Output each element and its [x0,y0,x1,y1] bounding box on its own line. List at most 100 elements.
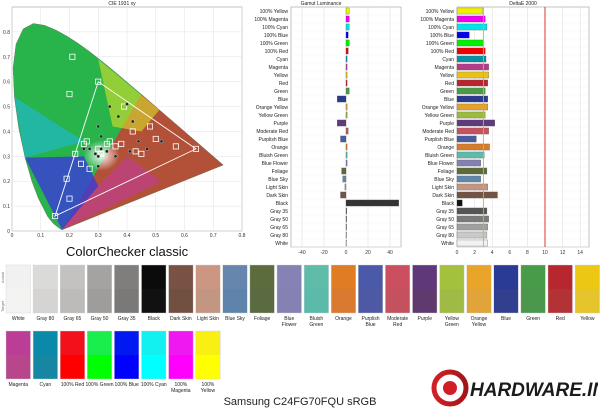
luminance-bar [340,191,347,199]
swatch-target-color [304,289,329,313]
luminance-bar [345,23,350,31]
color-swatch: 100% Yellow [195,330,221,394]
luminance-bar [340,135,347,143]
color-swatch: Dark Skin [168,264,194,322]
color-swatch: Gray 50 [87,264,113,322]
color-swatch: Yellow [574,264,600,322]
deltae-category-label: Orange Yellow [422,105,455,111]
swatch-actual-color [33,331,58,355]
cie-title: CIE 1931 xy [108,1,136,7]
cie-target-marker [66,91,73,98]
swatch-target-color [575,289,600,313]
luminance-category-label: Light Skin [266,185,288,191]
cie-measured-point [87,147,92,151]
swatch-border [5,330,31,380]
luminance-category-label: Yellow [274,73,289,79]
swatch-actual-color [114,265,139,289]
swatch-label: Red [556,316,565,322]
swatch-target-color [548,289,573,313]
color-swatch: Blue Flower [276,264,302,328]
cie-target-marker [118,140,125,147]
color-swatch: Orange [331,264,356,322]
luminance-bar [341,167,347,175]
cie-y-tick-label: 0.7 [3,55,10,61]
luminance-category-label: Black [276,201,289,207]
cie-x-tick-label: 0 [11,233,14,239]
deltae-bar [456,135,477,143]
cie-target-marker [129,128,136,135]
actual-label: Actual [0,272,5,283]
deltae-category-label: Red [445,81,454,87]
swatch-label: 100% Green [86,382,114,388]
swatch-actual-color [331,265,356,289]
luminance-x-axis: -40 -20 0 20 40 [298,250,393,256]
deltae-category-label: Orange [437,145,454,151]
luminance-category-label: Blue [278,97,288,103]
swatch-label: Purplish Blue [362,316,380,328]
swatch-actual-color [222,265,248,289]
swatch-border [520,264,546,314]
swatch-target-color [249,289,275,313]
swatch-target-color [168,355,194,379]
deltae-bar [456,15,486,23]
deltae-category-label: Blue [444,97,454,103]
cie-x-tick-label: 0.4 [124,233,131,239]
swatch-target-color [141,289,166,313]
cie-measured-point [130,119,135,124]
swatch-row-2: Magenta Cyan 100% Red 100% Green 100% Blue 10… [5,330,221,394]
swatch-label: Blue [501,316,511,322]
cie-y-tick-label: 0.8 [3,30,10,36]
cie-measured-point [96,164,101,169]
deltae-bar [456,55,487,63]
deltae-bar [456,47,486,55]
deltae-bar [456,95,488,103]
luminance-category-label: Purplish Blue [259,137,289,143]
swatch-border [276,264,302,314]
swatch-actual-color [60,265,85,289]
luminance-bar [345,103,348,111]
swatch-target-color [195,355,221,379]
cie-measured-markers [82,102,164,169]
luminance-bar [345,207,347,215]
cie-target-marker [80,140,87,147]
swatch-border [87,330,113,380]
luminance-bar [345,127,349,135]
cie-target-marker [146,123,153,130]
color-swatch: Magenta [5,330,31,388]
cie-x-tick-label: 0.1 [37,233,44,239]
deltae-bar [456,183,488,191]
swatch-actual-color [358,265,383,289]
cie-x-tick-label: 0.6 [181,233,188,239]
swatch-target-color [6,289,31,313]
deltae-x-tick-label: 8 [526,250,529,256]
cie-measured-point [108,104,112,109]
swatch-border [195,264,221,314]
luminance-category-label: Red [279,81,288,87]
cie-x-axis: 0 0.1 0.2 0.3 0.4 0.5 0.6 0.7 0.8 [11,233,246,239]
swatch-target-color [331,289,356,313]
color-swatch: Red [547,264,573,322]
swatch-border [439,264,465,314]
luminance-category-label: White [275,241,288,247]
swatch-label: Gray 65 [64,316,82,322]
deltae-x-tick-label: 10 [542,250,548,256]
cie-locus-blue-zone [25,156,99,230]
luminance-bar [345,199,399,207]
deltae-bar [456,31,470,39]
color-swatch: Bluish Green [303,264,329,328]
cie-y-axis: 0 0.1 0.2 0.3 0.4 0.5 0.6 0.7 0.8 [3,30,10,235]
swatch-border [358,264,383,314]
cie-measured-point [159,139,164,144]
colorchecker-label: ColorChecker classic [66,244,189,259]
cie-measured-point [105,149,109,154]
luminance-category-label: Blue Sky [268,177,288,183]
luminance-bar [345,7,350,15]
swatch-target-color [60,289,85,313]
swatch-target-color [277,289,302,313]
swatch-target-color [114,355,139,379]
deltae-bar [456,127,489,135]
swatch-actual-color [60,331,85,355]
cie-target-marker [69,53,76,60]
deltae-bar [456,71,489,79]
cie-locus-cyan-zone [14,96,84,158]
